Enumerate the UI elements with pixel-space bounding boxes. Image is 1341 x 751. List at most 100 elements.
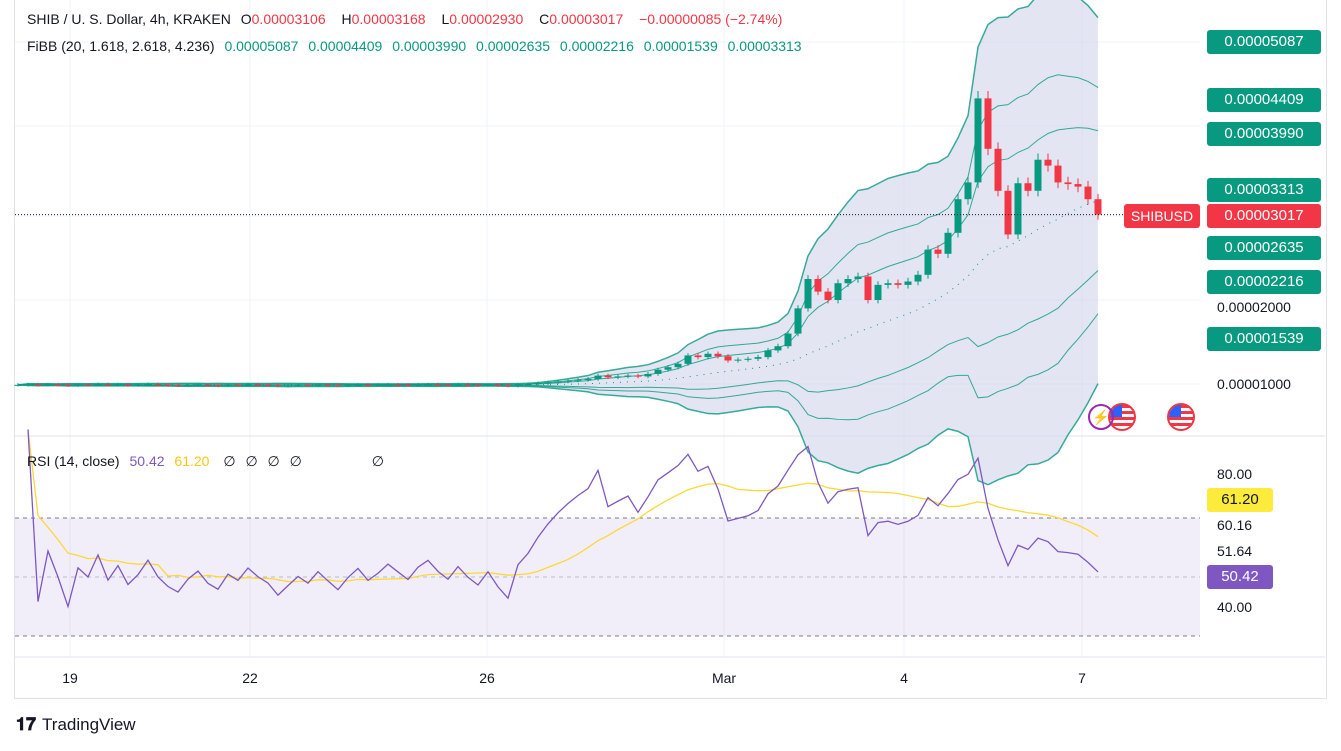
candle-body xyxy=(134,384,142,386)
time-axis-label: 19 xyxy=(62,670,78,686)
empty-value: ∅ xyxy=(267,453,280,469)
candle-body xyxy=(244,384,252,386)
candle-body xyxy=(164,384,172,386)
candle-body xyxy=(104,384,112,386)
candle-body xyxy=(254,384,262,386)
candle-body xyxy=(74,384,82,386)
candle-body xyxy=(1044,159,1052,166)
fibb-value: 0.00001539 xyxy=(643,38,718,54)
candle-body xyxy=(604,375,612,378)
symbol-legend: SHIB / U. S. Dollar, 4h, KRAKEN O0.00003… xyxy=(27,11,788,27)
candle-body xyxy=(314,384,322,386)
rsi-axis-label: 80.00 xyxy=(1217,466,1253,482)
candle-body xyxy=(564,380,572,382)
candle-body xyxy=(354,384,362,386)
candle-body xyxy=(714,353,722,357)
fibb-value: 0.00002635 xyxy=(476,38,551,54)
candle-body xyxy=(274,385,282,387)
candle-body xyxy=(914,274,922,282)
candle-body xyxy=(144,384,152,386)
rsi-title[interactable]: RSI (14, close) xyxy=(27,453,120,469)
rsi-ma-line xyxy=(27,429,1099,583)
fibb-title[interactable]: FiBB (20, 1.618, 2.618, 4.236) xyxy=(27,38,215,54)
candle-body xyxy=(474,384,482,386)
candle-body xyxy=(844,279,852,284)
candle-body xyxy=(84,384,92,386)
candle-body xyxy=(674,363,682,368)
candle-body xyxy=(824,291,832,300)
candle-body xyxy=(524,384,532,385)
candle-body xyxy=(44,384,52,386)
candle-body xyxy=(924,249,932,275)
candle-body xyxy=(764,350,772,358)
candle-body xyxy=(964,182,972,200)
candle-body xyxy=(24,384,32,386)
candle-body xyxy=(1074,184,1082,187)
symbol-tag: SHIBUSD xyxy=(1124,204,1200,228)
candle-body xyxy=(934,249,942,254)
candle-body xyxy=(204,384,212,386)
low-value: 0.00002930 xyxy=(449,11,524,27)
candle-body xyxy=(554,381,562,383)
candle-body xyxy=(834,283,842,300)
candle-body xyxy=(494,384,502,386)
dividend-event-icon[interactable]: ⚡ xyxy=(1088,404,1114,430)
candle-body xyxy=(664,367,672,370)
rsi-legend: RSI (14, close) 50.42 61.20 ∅ ∅ ∅ ∅ ∅ xyxy=(27,453,390,470)
candle-body xyxy=(194,384,202,386)
candle-body xyxy=(34,384,42,386)
candle-body xyxy=(214,385,222,387)
candle-body xyxy=(284,385,292,387)
candle-body xyxy=(754,357,762,359)
candle-body xyxy=(234,384,242,386)
candle-body xyxy=(484,384,492,386)
candle-body xyxy=(374,384,382,386)
chart-canvas[interactable] xyxy=(0,0,1341,700)
rsi-tag: 50.42 xyxy=(1207,565,1273,589)
empty-value: ∅ xyxy=(223,453,236,469)
candle-body xyxy=(974,98,982,183)
candle-body xyxy=(904,281,912,285)
rsi-ma-tag: 61.20 xyxy=(1207,488,1273,512)
fibb-value: 0.00003313 xyxy=(727,38,802,54)
candle-body xyxy=(1084,186,1092,200)
candle-body xyxy=(864,276,872,300)
candle-body xyxy=(624,375,632,377)
price-axis-label: 0.00002000 xyxy=(1217,299,1291,315)
candle-body xyxy=(954,199,962,233)
fibb-upper3-label: 0.00005087 xyxy=(1207,30,1321,54)
candle-body xyxy=(94,384,102,386)
candle-body xyxy=(174,385,182,387)
time-axis-label: 7 xyxy=(1078,670,1086,686)
candle-body xyxy=(364,384,372,386)
tradingview-logo[interactable]: 𝟏𝟕 TradingView xyxy=(16,714,136,735)
close-label: C xyxy=(539,11,550,27)
rsi-axis-label: 51.64 xyxy=(1217,543,1253,559)
candle-body xyxy=(14,384,22,386)
candle-body xyxy=(304,385,312,387)
chart-frame[interactable] xyxy=(14,0,1327,699)
candle-body xyxy=(404,384,412,386)
candle-body xyxy=(814,279,822,292)
candle-body xyxy=(874,284,882,300)
candle-body xyxy=(724,356,732,361)
fibb-value: 0.00002216 xyxy=(559,38,634,54)
candle-body xyxy=(584,378,592,380)
time-axis-label: 22 xyxy=(242,670,258,686)
brand-name: TradingView xyxy=(42,714,136,734)
candle-body xyxy=(1014,183,1022,235)
empty-value: ∅ xyxy=(371,453,384,469)
empty-value: ∅ xyxy=(289,453,302,469)
close-value: 0.00003017 xyxy=(549,11,624,27)
us-flag-event-icon[interactable] xyxy=(1167,403,1195,431)
candle-body xyxy=(444,384,452,386)
candle-body xyxy=(1054,165,1062,183)
symbol-title[interactable]: SHIB / U. S. Dollar, 4h, KRAKEN xyxy=(27,11,231,27)
candle-body xyxy=(154,384,162,386)
low-label: L xyxy=(441,11,450,27)
fibb-basis-label: 0.00003313 xyxy=(1207,178,1321,202)
fibb-value: 0.00004409 xyxy=(308,38,383,54)
change-value: −0.00000085 (−2.74%) xyxy=(639,11,783,27)
high-label: H xyxy=(341,11,352,27)
candle-body xyxy=(384,384,392,386)
